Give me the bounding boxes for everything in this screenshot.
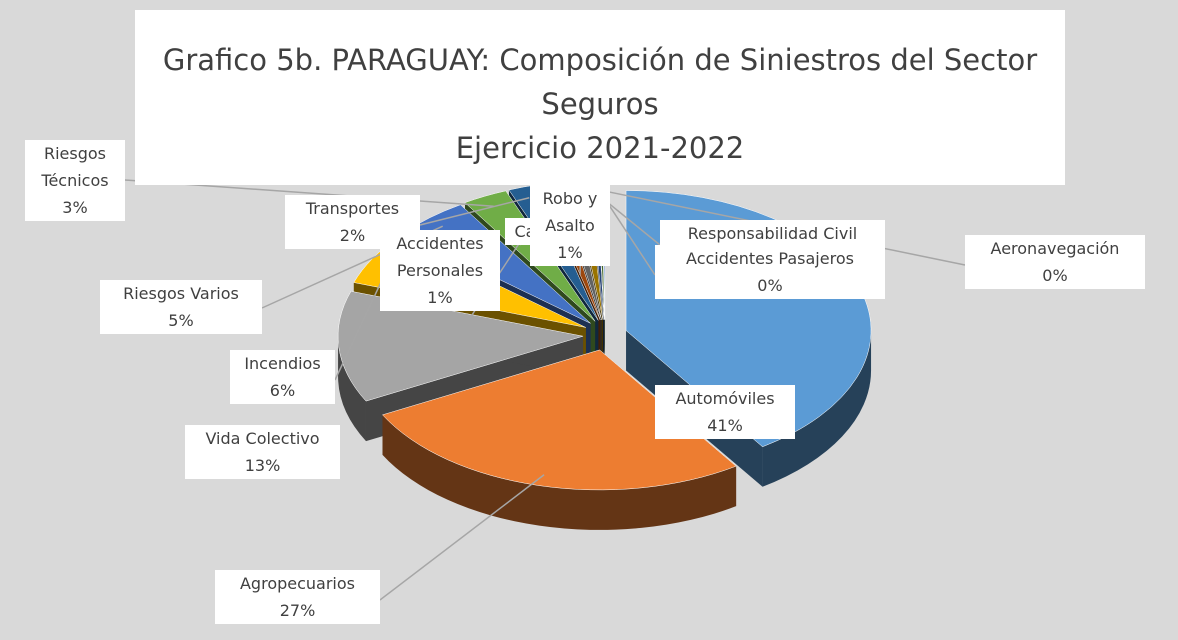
slice — [337, 291, 584, 402]
label-value: 0% — [757, 276, 783, 295]
label-name: Responsabilidad Civil — [687, 224, 858, 243]
data-label: Automóviles 41% — [655, 385, 795, 439]
data-label: Responsabilidad Civil — [660, 220, 885, 247]
label-value: 3% — [62, 198, 88, 217]
data-label: Accidentes Personales 1% — [380, 230, 500, 311]
slice-side — [762, 330, 872, 487]
label-name: Accidentes Personales — [396, 234, 484, 280]
label-value: 1% — [427, 288, 453, 307]
label-name: Vida Colectivo — [205, 429, 320, 448]
chart-subtitle: Ejercicio 2021-2022 — [455, 131, 745, 165]
data-label: Transportes 2% — [285, 195, 420, 249]
label-name: Accidentes Pasajeros — [686, 249, 854, 268]
slice — [382, 349, 737, 491]
label-name: Robo y Asalto — [542, 189, 598, 235]
data-label: Riesgos Varios 5% — [100, 280, 262, 334]
leader-line — [379, 474, 545, 601]
data-label: Riesgos Técnicos 3% — [25, 140, 125, 221]
label-value: 13% — [244, 456, 281, 475]
label-value: 5% — [168, 311, 194, 330]
label-value: 27% — [279, 601, 316, 620]
label-value: 2% — [339, 226, 366, 245]
title-box: Grafico 5b. PARAGUAY: Composición de Sin… — [135, 10, 1065, 185]
chart-title: Grafico 5b. PARAGUAY: Composición de Sin… — [162, 43, 1038, 121]
slice-side — [382, 414, 737, 530]
data-label: Aeronavegación 0% — [965, 235, 1145, 289]
slice-side — [338, 336, 366, 442]
data-label: Robo y Asalto 1% — [530, 185, 610, 266]
label-name: Automóviles — [675, 389, 775, 408]
label-value: 41% — [707, 416, 743, 435]
label-value: 6% — [269, 381, 296, 400]
label-name: Riesgos Técnicos — [41, 144, 109, 190]
data-label: Agropecuarios 27% — [215, 570, 380, 624]
data-label: Vida Colectivo 13% — [185, 425, 340, 479]
label-name: Aeronavegación — [990, 239, 1120, 258]
data-label: Incendios 6% — [230, 350, 335, 404]
label-name: Riesgos Varios — [123, 284, 239, 303]
label-name: Transportes — [305, 199, 400, 218]
label-value: 1% — [557, 243, 583, 262]
leader-line — [419, 196, 530, 226]
data-label: Accidentes Pasajeros 0% — [655, 245, 885, 299]
label-name: Incendios — [244, 354, 321, 373]
label-name: Agropecuarios — [239, 574, 355, 593]
label-value: 0% — [1042, 266, 1068, 285]
